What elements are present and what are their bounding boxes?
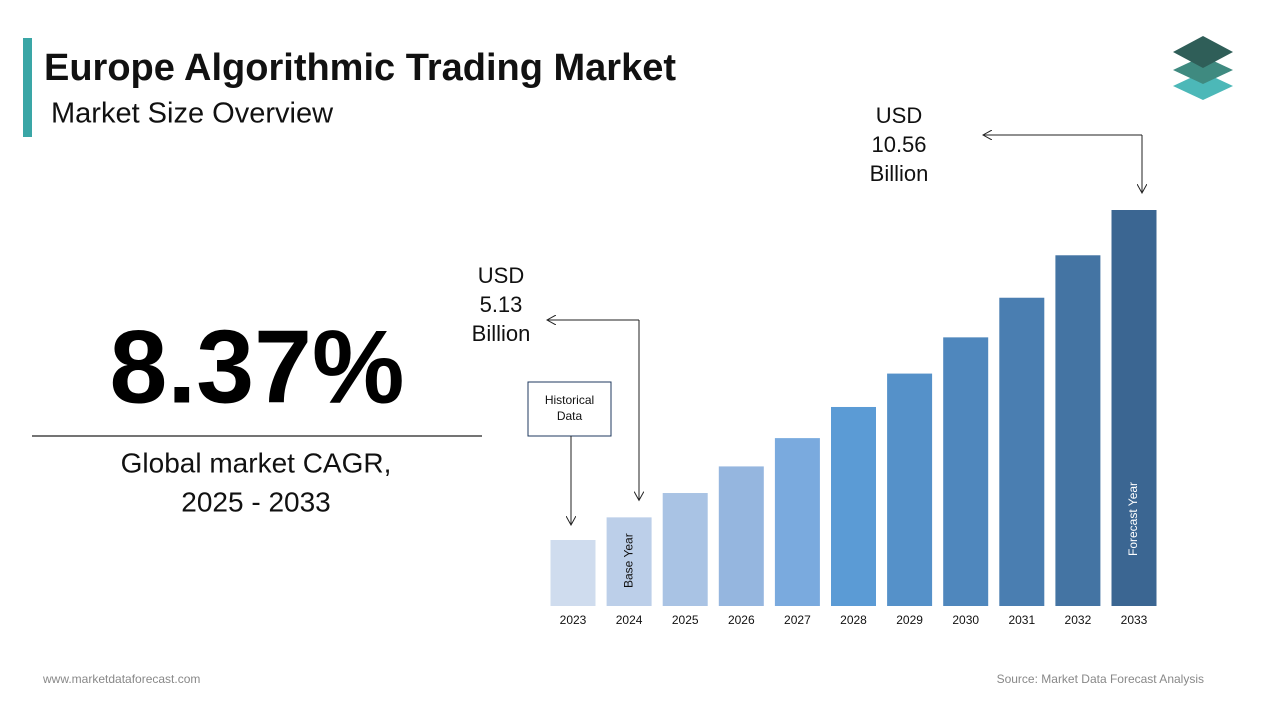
subtitle: Market Size Overview (51, 98, 334, 130)
bar (662, 493, 708, 606)
bar (1055, 255, 1101, 606)
cagr-label: 2025 - 2033 (181, 486, 330, 517)
annotation: Billion (472, 321, 531, 346)
x-tick-label: 2033 (1121, 613, 1148, 627)
bar (1111, 210, 1157, 606)
x-tick-label: 2029 (896, 613, 923, 627)
base-year-label: Base Year (621, 533, 635, 588)
x-tick-label: 2028 (840, 613, 867, 627)
bar (831, 406, 876, 606)
bar (718, 466, 764, 606)
annotation: 5.13 (480, 292, 523, 317)
x-tick-label: 2031 (1008, 613, 1035, 627)
title: Europe Algorithmic Trading Market (44, 47, 676, 89)
cagr-label: Global market CAGR, (121, 447, 392, 478)
bar (887, 373, 933, 606)
historical-label: Historical (545, 393, 594, 407)
x-tick-label: 2027 (784, 613, 811, 627)
x-tick-label: 2026 (728, 613, 755, 627)
x-tick-label: 2032 (1065, 613, 1092, 627)
x-tick-label: 2023 (560, 613, 587, 627)
accent-bar (23, 38, 32, 137)
bar (943, 337, 989, 606)
website: www.marketdataforecast.com (42, 672, 200, 686)
bar (774, 438, 820, 606)
historical-label: Data (557, 409, 583, 423)
forecast-year-label: Forecast Year (1126, 482, 1140, 556)
bar (606, 517, 652, 606)
x-tick-label: 2024 (616, 613, 643, 627)
bar (550, 540, 596, 606)
source: Source: Market Data Forecast Analysis (997, 672, 1204, 686)
logo (1173, 36, 1233, 100)
annotation: 10.56 (871, 132, 926, 157)
x-tick-label: 2025 (672, 613, 699, 627)
cagr-value: 8.37% (110, 309, 405, 425)
annotation: USD (876, 103, 922, 128)
historical-box (527, 381, 612, 437)
x-tick-label: 2030 (952, 613, 979, 627)
annotation: USD (478, 263, 524, 288)
bar (999, 297, 1045, 606)
annotation: Billion (870, 161, 929, 186)
